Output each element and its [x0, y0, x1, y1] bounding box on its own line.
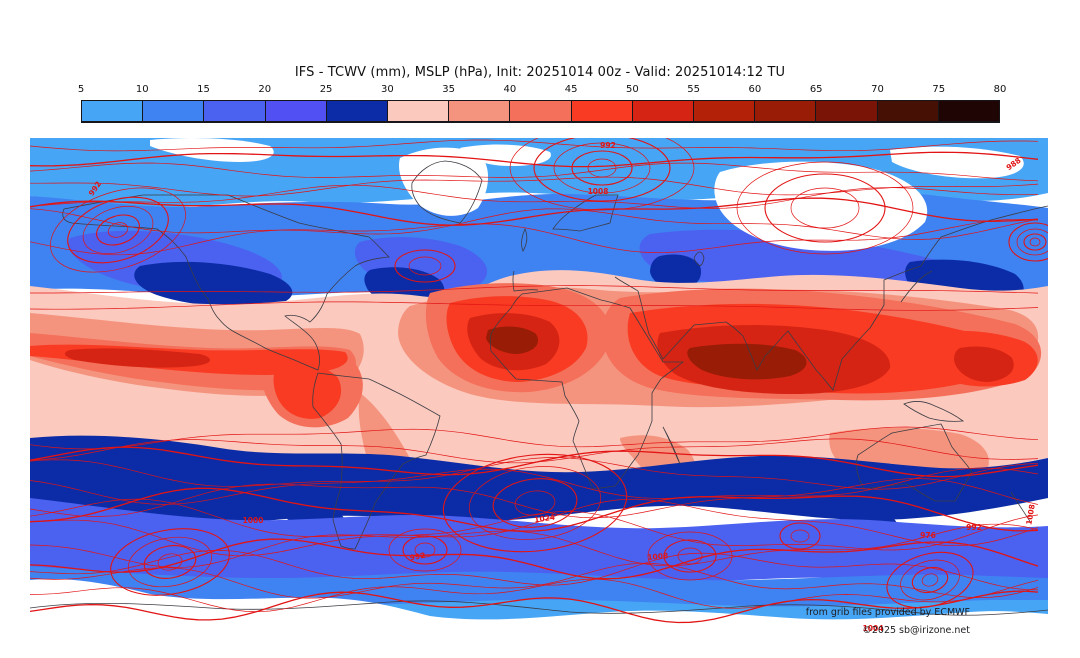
coastlines-layer — [30, 160, 1048, 616]
colorbar-segment — [204, 101, 266, 121]
pressure-label: 1008 — [1024, 504, 1036, 526]
colorbar-tick-label: 60 — [748, 84, 762, 95]
colorbar-tick-label: 55 — [687, 84, 701, 95]
colorbar — [81, 100, 1000, 123]
colorbar-tick-label: 50 — [626, 84, 639, 95]
pressure-label: 976 — [920, 531, 936, 540]
colorbar-segment — [816, 101, 878, 121]
colorbar-segment — [326, 101, 389, 121]
pressure-label: 992 — [600, 141, 616, 150]
colorbar-tick-label: 45 — [564, 84, 578, 95]
colorbar-segment — [694, 101, 756, 121]
pressure-label: 992 — [966, 523, 982, 532]
colorbar-tick-label: 40 — [503, 84, 517, 95]
attribution-copyright: ©2025 sb@irizone.net — [862, 625, 970, 636]
pressure-label: 1024 — [534, 513, 556, 525]
colorbar-segment — [449, 101, 511, 121]
colorbar-segment — [632, 101, 695, 121]
colorbar-segment — [143, 101, 205, 121]
isobar-contours-layer — [30, 138, 1048, 624]
colorbar-tick-label: 10 — [135, 84, 149, 95]
page-title: IFS - TCWV (mm), MSLP (hPa), Init: 20251… — [294, 65, 786, 80]
isobar-lines — [30, 139, 1039, 624]
world-map: 992 1008 992 988 1024 1000 992 1008 976 992 1008 10… — [30, 138, 1048, 648]
colorbar-tick-labels: 5 10 15 20 25 30 35 40 45 50 55 60 65 70 75 80 — [77, 84, 1007, 97]
colorbar-tick-label: 20 — [258, 84, 272, 95]
pressure-label: 1004 — [863, 624, 884, 633]
colorbar-tick-label: 75 — [932, 84, 946, 95]
pressure-label: 1008 — [588, 187, 609, 196]
colorbar-segment — [510, 101, 572, 121]
colorbar-tick-label: 65 — [809, 84, 823, 95]
colorbar-segment — [388, 101, 450, 121]
colorbar-segment — [265, 101, 327, 121]
colorbar-segment — [938, 101, 1000, 121]
colorbar-tick-label: 15 — [197, 84, 210, 95]
pressure-label: 992 — [409, 551, 426, 563]
colorbar-tick-label: 80 — [993, 84, 1007, 95]
colorbar-segment — [571, 101, 633, 121]
pressure-label: 1000 — [243, 516, 264, 525]
colorbar-segment — [877, 101, 939, 121]
colorbar-segment — [755, 101, 817, 121]
attribution-source: from grib files provided by ECMWF — [805, 607, 970, 618]
colorbar-tick-label: 25 — [319, 84, 333, 95]
colorbar-tick-label: 70 — [871, 84, 884, 95]
colorbar-segment — [82, 101, 144, 121]
colorbar-tick-label: 30 — [380, 84, 394, 95]
colorbar-tick-label: 5 — [77, 84, 85, 95]
tcwv-fill-layer — [30, 138, 1048, 648]
pressure-label: 1008 — [647, 551, 669, 562]
colorbar-tick-label: 35 — [442, 84, 455, 95]
